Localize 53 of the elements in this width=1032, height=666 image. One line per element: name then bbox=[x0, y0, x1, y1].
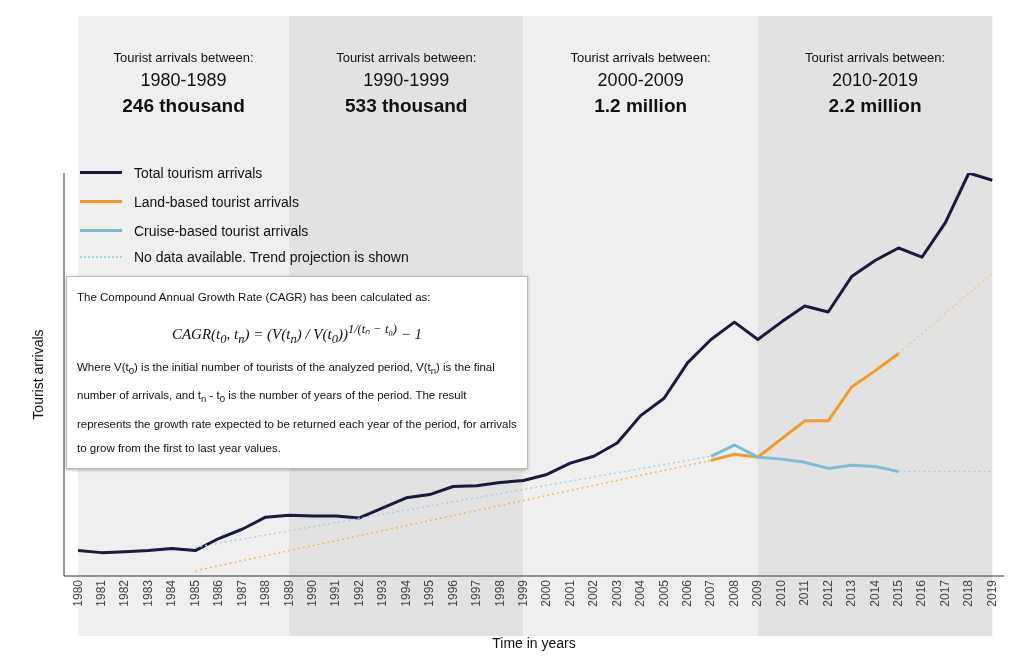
x-tick-label: 1998 bbox=[492, 579, 507, 607]
x-tick-label: 2001 bbox=[562, 579, 577, 607]
x-tick-label: 1997 bbox=[469, 579, 484, 607]
x-tick-label: 1983 bbox=[140, 579, 155, 607]
x-tick-label: 2010 bbox=[773, 579, 788, 607]
x-tick-label: 2004 bbox=[633, 579, 648, 607]
x-tick-label: 2019 bbox=[984, 579, 999, 607]
x-tick-label: 1981 bbox=[94, 579, 109, 607]
x-tick-label: 1993 bbox=[375, 579, 390, 607]
x-tick-label: 1986 bbox=[211, 579, 226, 607]
x-tick-label: 2009 bbox=[750, 579, 765, 607]
x-tick-label: 2011 bbox=[797, 579, 812, 606]
band-label: Tourist arrivals between: 2010-2019 2.2 million bbox=[804, 50, 946, 116]
annotation: The Compound Annual Growth Rate (CAGR) has been calculated as: bbox=[77, 290, 432, 305]
x-tick-label: 2006 bbox=[680, 579, 695, 607]
x-tick-label: 2008 bbox=[726, 579, 741, 607]
x-tick-label: 2002 bbox=[586, 579, 601, 607]
x-tick-label: 2017 bbox=[937, 579, 952, 607]
x-tick-label: 2016 bbox=[914, 579, 929, 607]
x-tick-label: 1995 bbox=[422, 579, 437, 607]
x-tick-label: 1987 bbox=[234, 579, 249, 607]
text: Where V(t$_{0}$) is the initial number of tourists of the analyzed period, V(t$_{n}$) is the final number of arrivals, and t$_{n}$ - t$_{0}$ is the number of years of the period. The result represents the growth rate expected to be returned each year of the period, for arrivals to grow from the first to last year values. bbox=[77, 361, 517, 454]
band-label: Tourist arrivals between: 1980-1989 246 thousand bbox=[113, 50, 254, 116]
x-tick-label: 1996 bbox=[445, 579, 460, 607]
band-label: Tourist arrivals between: 2000-2009 1.2 million bbox=[570, 50, 711, 116]
x-tick-label: 1985 bbox=[187, 579, 202, 607]
x-tick-label: 2007 bbox=[703, 579, 718, 607]
x-tick-label: 1992 bbox=[351, 579, 366, 607]
x-tick-label: 2003 bbox=[609, 579, 624, 607]
x-axis-title: Time in years bbox=[492, 635, 576, 651]
x-tick-label: 1990 bbox=[305, 579, 319, 607]
x-tick-label: 1980 bbox=[70, 579, 85, 607]
x-tick-label: 1984 bbox=[164, 579, 179, 607]
x-tick-label: 2015 bbox=[891, 579, 906, 607]
x-tick-label: 2013 bbox=[844, 579, 859, 607]
x-tick-label: 1994 bbox=[398, 579, 413, 607]
band-label: Tourist arrivals between: 1990-1999 533 thousand bbox=[336, 50, 477, 116]
x-tick-label: 1991 bbox=[328, 579, 343, 607]
x-tick-label: 2012 bbox=[820, 579, 835, 607]
text: CAGR(t$_{0}$, t$_{n}$) = (V(t$_{n}$) / V(t$_{0}$))$^{1/(tₙ − t₀)}$ − 1 bbox=[171, 322, 423, 346]
legend-label: Cruise-based tourist arrivals bbox=[134, 222, 309, 239]
x-tick-label: 2014 bbox=[867, 579, 882, 607]
x-tick-label: 2005 bbox=[656, 579, 671, 607]
x-tick-label: 1999 bbox=[515, 579, 530, 607]
x-tick-label: 2000 bbox=[539, 579, 554, 607]
legend-label: Land-based tourist arrivals bbox=[134, 193, 299, 210]
x-tick-label: 1988 bbox=[258, 579, 273, 607]
y-axis-title: Tourist arrivals bbox=[29, 329, 46, 420]
x-tick-label: 1989 bbox=[281, 579, 296, 607]
x-tick-label: 2018 bbox=[961, 579, 976, 607]
legend-label: Total tourism arrivals bbox=[134, 164, 263, 181]
annotation: No data available. Trend projection is shown bbox=[134, 249, 409, 265]
x-tick-label: 1982 bbox=[117, 579, 132, 607]
